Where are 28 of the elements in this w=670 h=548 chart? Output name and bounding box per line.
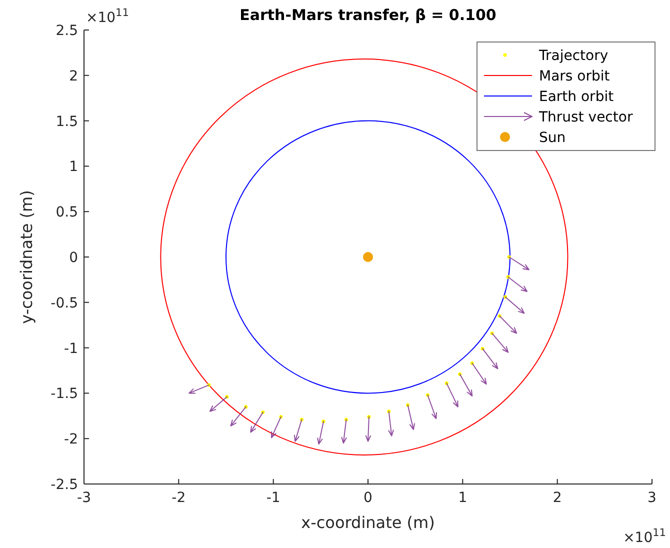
x-axis-title: x-coordinate (m) <box>301 513 435 532</box>
legend-label: Sun <box>539 130 566 146</box>
y-tick-label: -1.5 <box>50 386 78 402</box>
y-tick-label: 1.5 <box>56 114 78 130</box>
text: ×10$^{11}$ <box>86 7 129 26</box>
x-tick-label: 3 <box>648 490 656 506</box>
x-tick-label: 0 <box>364 490 372 506</box>
y-tick-label: 0 <box>69 250 78 266</box>
legend-label: Mars orbit <box>539 68 610 84</box>
x-tick-label: -2 <box>172 490 186 506</box>
y-tick-label: 1 <box>69 159 78 176</box>
y-tick-label: -1 <box>64 340 78 357</box>
text: ×10$^{11}$ <box>623 527 666 546</box>
y-tick-label: -2 <box>64 432 78 448</box>
legend-label: Trajectory <box>538 48 608 64</box>
y-tick-label: -2.5 <box>50 477 78 493</box>
legend-label: Earth orbit <box>539 89 614 105</box>
y-tick-label: 2.5 <box>56 23 78 39</box>
y-tick-label: 0.5 <box>56 204 78 221</box>
y-tick-label: 2 <box>69 68 78 84</box>
x-tick-label: 2 <box>552 490 562 506</box>
x-tick-label: -1 <box>266 490 280 506</box>
y-tick-label: -0.5 <box>50 295 78 312</box>
legend-label: Thrust vector <box>538 110 633 126</box>
y-axis-title: y-cooridnate (m) <box>17 190 36 324</box>
x-tick-label: -3 <box>77 490 91 506</box>
x-tick-label: 1 <box>458 490 468 506</box>
chart-title: Earth-Mars transfer, β = 0.100 <box>240 6 496 24</box>
